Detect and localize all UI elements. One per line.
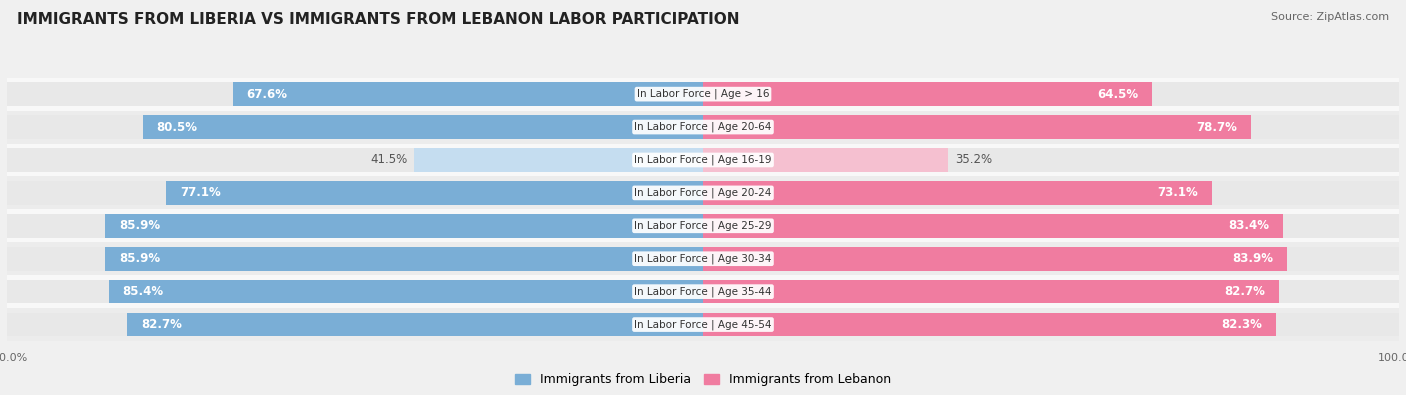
- Bar: [703, 148, 948, 172]
- Bar: [703, 313, 1275, 337]
- Legend: Immigrants from Liberia, Immigrants from Lebanon: Immigrants from Liberia, Immigrants from…: [510, 368, 896, 391]
- Text: In Labor Force | Age 45-54: In Labor Force | Age 45-54: [634, 319, 772, 330]
- Text: In Labor Force | Age 16-19: In Labor Force | Age 16-19: [634, 155, 772, 165]
- Text: In Labor Force | Age 20-64: In Labor Force | Age 20-64: [634, 122, 772, 132]
- Bar: [143, 115, 703, 139]
- Bar: [7, 115, 1399, 139]
- Text: 85.9%: 85.9%: [120, 252, 160, 265]
- Text: Source: ZipAtlas.com: Source: ZipAtlas.com: [1271, 12, 1389, 22]
- Bar: [703, 181, 1212, 205]
- Bar: [703, 280, 1278, 303]
- Text: 67.6%: 67.6%: [246, 88, 287, 101]
- Text: IMMIGRANTS FROM LIBERIA VS IMMIGRANTS FROM LEBANON LABOR PARTICIPATION: IMMIGRANTS FROM LIBERIA VS IMMIGRANTS FR…: [17, 12, 740, 27]
- Bar: [7, 209, 1399, 242]
- Text: 77.1%: 77.1%: [180, 186, 221, 199]
- Bar: [703, 247, 1286, 271]
- Text: In Labor Force | Age 35-44: In Labor Force | Age 35-44: [634, 286, 772, 297]
- Bar: [7, 275, 1399, 308]
- Bar: [7, 181, 1399, 205]
- Bar: [166, 181, 703, 205]
- Bar: [128, 313, 703, 337]
- Bar: [7, 148, 1399, 172]
- Text: 41.5%: 41.5%: [370, 154, 408, 166]
- Bar: [7, 111, 1399, 143]
- Bar: [703, 82, 1152, 106]
- Bar: [7, 242, 1399, 275]
- Bar: [7, 308, 1399, 341]
- Text: In Labor Force | Age > 16: In Labor Force | Age > 16: [637, 89, 769, 100]
- Bar: [703, 115, 1251, 139]
- Text: 35.2%: 35.2%: [955, 154, 993, 166]
- Text: 82.7%: 82.7%: [142, 318, 183, 331]
- Text: 85.9%: 85.9%: [120, 219, 160, 232]
- Bar: [7, 82, 1399, 106]
- Bar: [108, 280, 703, 303]
- Text: 82.7%: 82.7%: [1223, 285, 1264, 298]
- Bar: [7, 177, 1399, 209]
- Text: 64.5%: 64.5%: [1097, 88, 1137, 101]
- Text: 80.5%: 80.5%: [156, 120, 198, 134]
- Bar: [7, 247, 1399, 271]
- Text: In Labor Force | Age 20-24: In Labor Force | Age 20-24: [634, 188, 772, 198]
- Text: In Labor Force | Age 25-29: In Labor Force | Age 25-29: [634, 220, 772, 231]
- Bar: [7, 313, 1399, 337]
- Text: 78.7%: 78.7%: [1197, 120, 1237, 134]
- Bar: [7, 280, 1399, 303]
- Text: 85.4%: 85.4%: [122, 285, 163, 298]
- Bar: [7, 214, 1399, 238]
- Bar: [232, 82, 703, 106]
- Text: 83.9%: 83.9%: [1232, 252, 1272, 265]
- Text: 73.1%: 73.1%: [1157, 186, 1198, 199]
- Bar: [105, 247, 703, 271]
- Text: In Labor Force | Age 30-34: In Labor Force | Age 30-34: [634, 254, 772, 264]
- Text: 82.3%: 82.3%: [1220, 318, 1261, 331]
- Text: 83.4%: 83.4%: [1229, 219, 1270, 232]
- Bar: [105, 214, 703, 238]
- Bar: [7, 78, 1399, 111]
- Bar: [415, 148, 703, 172]
- Bar: [703, 214, 1284, 238]
- Bar: [7, 143, 1399, 177]
